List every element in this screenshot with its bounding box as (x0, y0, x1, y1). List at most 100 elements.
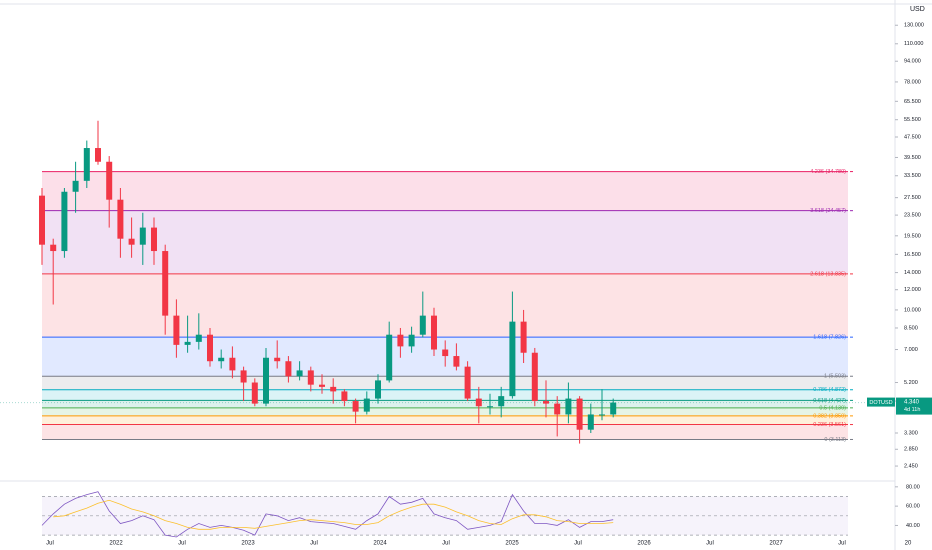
x-tick-label: Jul (46, 541, 54, 547)
candle-body (442, 349, 449, 357)
candle-body (95, 148, 101, 162)
x-tick-label: 2025 (505, 541, 519, 547)
fib-label: 0.382 (3.850) (813, 413, 846, 419)
candle-body (83, 148, 90, 181)
candle-body (520, 321, 527, 353)
fib-label: 3.618 (24.457) (810, 208, 846, 214)
price-tag-price: 4.340 (904, 400, 920, 406)
x-tick-label: 2027 (769, 541, 783, 547)
candle-body (531, 352, 538, 402)
candle-body (106, 161, 113, 200)
candle-body (195, 334, 202, 342)
candle-body (587, 414, 594, 430)
y-tick-label: 130.000 (904, 23, 924, 29)
candle-body (39, 195, 45, 245)
candle-body (509, 321, 516, 397)
y-tick-label: 7.000 (904, 347, 918, 353)
y-tick-label: 10.000 (904, 307, 921, 313)
rsi-tick-label: 80.00 (906, 484, 920, 490)
candle-body (207, 334, 213, 362)
y-tick-label: 27.500 (904, 195, 921, 201)
currency-label: USD (910, 6, 925, 13)
y-tick-label: 2.850 (904, 447, 918, 453)
fib-band (42, 424, 848, 440)
rsi-tick-label: 40.00 (906, 523, 920, 529)
y-tick-label: 14.000 (904, 270, 921, 276)
x-tick-label: 2022 (109, 541, 123, 547)
candle-body (274, 357, 281, 362)
candle-body (229, 357, 236, 371)
rsi-tick-label: 60.00 (906, 504, 920, 510)
candle-body (173, 315, 180, 345)
candle-body (352, 401, 359, 412)
y-tick-label: 33.500 (904, 173, 921, 179)
fib-label: 1 (5.503) (824, 374, 846, 380)
candle-body (151, 227, 157, 252)
price-tag-bg (896, 397, 932, 415)
y-tick-label: 12.000 (904, 287, 921, 293)
fib-label: 0.236 (3.561) (813, 422, 846, 428)
fib-band (42, 210, 848, 274)
y-tick-label: 16.500 (904, 252, 921, 258)
y-tick-label: 23.500 (904, 213, 921, 219)
price-tag-countdown: 4d 11h (904, 407, 920, 413)
candle-body (162, 251, 169, 316)
fib-label: 4.236 (34.780) (810, 169, 846, 175)
fib-label: 1.618 (7.826) (813, 335, 846, 341)
candle-body (599, 414, 605, 416)
fib-label: 0.618 (4.427) (813, 398, 846, 404)
candle-body (464, 366, 471, 399)
candle-body (240, 370, 247, 383)
candle-body (554, 403, 561, 415)
fib-band (42, 400, 848, 408)
fib-label: 0 (3.113) (824, 437, 846, 443)
price-tag-symbol-bg (867, 397, 895, 407)
y-tick-label: 39.500 (904, 155, 921, 161)
fib-band (42, 415, 848, 425)
y-tick-label: 2.450 (904, 464, 918, 470)
candle-body (397, 334, 404, 347)
candle-body (419, 315, 426, 335)
candle-body (576, 398, 583, 430)
x-tick-label: Jul (442, 541, 450, 547)
y-tick-label: 55.500 (904, 117, 921, 123)
fib-band (42, 171, 848, 211)
candle-body (375, 380, 381, 399)
rsi-line (41, 491, 614, 538)
fib-label: 2.618 (13.835) (810, 271, 846, 277)
candle-body (50, 244, 57, 252)
candle-body (218, 357, 225, 362)
x-tick-label: Jul (310, 541, 318, 547)
fib-band (42, 389, 848, 401)
y-tick-label: 94.000 (904, 59, 921, 65)
candle-body (475, 398, 482, 407)
y-tick-label: 78.000 (904, 79, 921, 85)
y-tick-label: 3.300 (904, 430, 918, 436)
fib-band (42, 407, 848, 416)
fib-band (42, 376, 848, 390)
candle-body (543, 401, 549, 404)
rsi-line (53, 499, 614, 530)
x-tick-label: 20 (905, 541, 912, 547)
candle-body (431, 315, 437, 350)
candle-body (610, 402, 617, 415)
x-tick-label: Jul (178, 541, 186, 547)
x-tick-label: 2024 (373, 541, 387, 547)
candle-body (498, 396, 505, 407)
candle-body (285, 361, 292, 377)
candle-body (363, 398, 370, 412)
price-tag-symbol: DOTUSD (869, 400, 892, 406)
x-tick-label: Jul (574, 541, 582, 547)
x-tick-label: Jul (838, 541, 846, 547)
candle-body (330, 386, 337, 392)
candle-body (319, 384, 325, 387)
candle-body (565, 398, 572, 415)
y-tick-label: 19.500 (904, 233, 921, 239)
candle-body (72, 180, 79, 192)
y-tick-label: 47.500 (904, 134, 921, 140)
candle-body (487, 406, 493, 408)
candle-body (386, 334, 393, 381)
candle-body (139, 227, 146, 245)
candle-body (251, 382, 258, 404)
